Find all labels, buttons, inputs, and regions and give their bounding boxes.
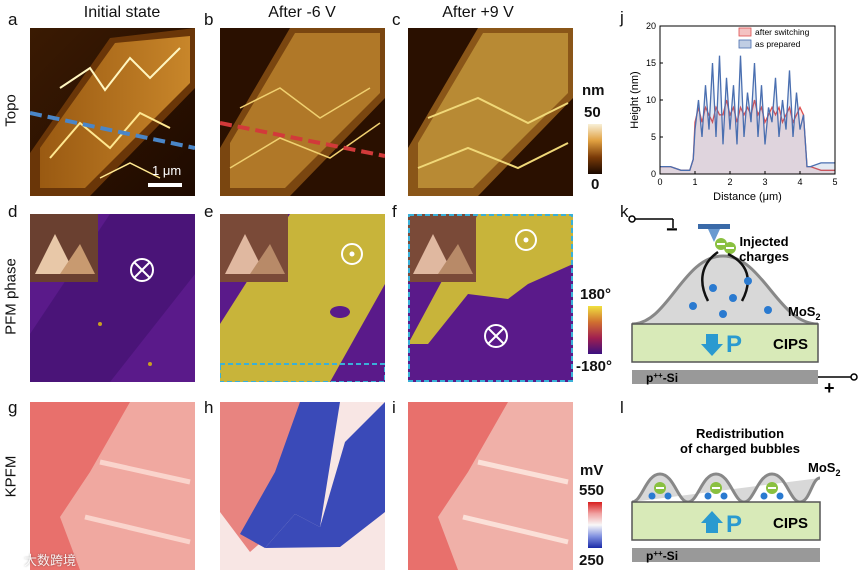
polarization-label-l: P — [726, 511, 742, 538]
pfm-image-e — [220, 214, 385, 382]
panel-label-g: g — [8, 398, 18, 417]
y-tick-label: 10 — [646, 95, 656, 105]
substrate-label-k: p++-Si — [646, 371, 678, 385]
pfm-image-d — [30, 214, 195, 382]
legend-swatch-0 — [738, 27, 752, 37]
x-tick-label: 1 — [692, 177, 697, 187]
topo-colorbar-max: 50 — [584, 104, 601, 121]
panel-label-b: b — [204, 10, 214, 29]
column-title-initial: Initial state — [83, 4, 161, 21]
kpfm-image-g — [30, 402, 195, 570]
panel-label-c: c — [392, 10, 401, 29]
y-tick-label: 15 — [646, 58, 656, 68]
phase-colorbar-max: 180° — [580, 286, 612, 303]
phase-colorbar-min: -180° — [576, 358, 613, 375]
legend-label-0: after switching — [755, 27, 810, 37]
panel-label-h: h — [204, 398, 214, 417]
x-tick-label: 0 — [657, 177, 662, 187]
panel-label-a: a — [8, 10, 18, 29]
topo-colorbar-min: 0 — [591, 176, 600, 193]
panel-label-k: k — [620, 202, 629, 221]
mos2-label-k: MoS2 — [788, 304, 820, 322]
row-title-kpfm: KPFM — [2, 455, 20, 498]
schematic-k: − P CIPS p++-Si + Injected charges MoS2 — [628, 206, 860, 398]
topo-image-c — [408, 28, 573, 196]
column-title-after-plus9v: After +9 V — [442, 4, 514, 21]
x-tick-label: 2 — [727, 177, 732, 187]
panel-label-f: f — [392, 202, 397, 221]
legend-label-1: as prepared — [755, 39, 801, 49]
row-title-topo: Topo — [2, 94, 20, 127]
pfm-image-f — [408, 214, 573, 382]
polarization-label-k: P — [726, 331, 742, 358]
y-axis-label: Height (nm) — [629, 71, 641, 128]
mos2-label-l: MoS2 — [808, 460, 840, 478]
row-title-pfm-phase: PFM phase — [2, 258, 20, 335]
topo-colorbar-unit: nm — [582, 82, 605, 99]
kpfm-colorbar-unit: mV — [580, 462, 604, 479]
series-line-1 — [660, 55, 835, 171]
charges-label-k: charges — [739, 249, 789, 264]
scale-bar-label: 1 μm — [152, 163, 182, 178]
legend-swatch-1 — [738, 39, 752, 49]
kpfm-colorbar-min: 250 — [579, 552, 605, 569]
panel-label-l: l — [620, 398, 624, 417]
redistribution-label-l: Redistribution — [696, 426, 784, 441]
injected-label-k: Injected — [739, 234, 788, 249]
cips-label-l: CIPS — [773, 515, 808, 532]
topo-image-b — [220, 28, 385, 196]
top-electrode-minus: − — [666, 219, 678, 241]
charged-bubbles-label-l: of charged bubbles — [680, 441, 800, 456]
cips-label-k: CIPS — [773, 336, 808, 353]
y-tick-label: 0 — [651, 169, 656, 179]
substrate-label-l: p++-Si — [646, 549, 678, 563]
x-tick-label: 3 — [762, 177, 767, 187]
topo-colorbar — [588, 124, 602, 174]
schematic-l: Redistribution of charged bubbles MoS2 P… — [628, 412, 860, 570]
panel-label-d: d — [8, 202, 18, 221]
topo-image-a — [30, 28, 195, 196]
x-tick-label: 4 — [797, 177, 802, 187]
y-tick-label: 5 — [651, 132, 656, 142]
phase-colorbar — [588, 306, 602, 354]
kpfm-image-h — [220, 402, 385, 570]
column-title-after-minus6v: After -6 V — [268, 4, 336, 21]
kpfm-colorbar-max: 550 — [579, 482, 605, 499]
height-profile-chart: 0 1 2 3 4 5 0 5 10 15 20 Distance (μm) Height (nm) af… — [628, 20, 860, 210]
watermark: 大数跨境 — [24, 553, 77, 568]
panel-label-j: j — [620, 8, 624, 27]
panel-label-i: i — [392, 398, 396, 417]
y-tick-label: 20 — [646, 21, 656, 31]
x-axis-label: Distance (μm) — [713, 191, 782, 203]
x-tick-label: 5 — [832, 177, 837, 187]
panel-label-e: e — [204, 202, 214, 221]
kpfm-image-i — [408, 402, 573, 570]
kpfm-colorbar — [588, 502, 602, 548]
bottom-electrode-plus: + — [824, 378, 835, 396]
series-fill-1 — [660, 55, 835, 174]
